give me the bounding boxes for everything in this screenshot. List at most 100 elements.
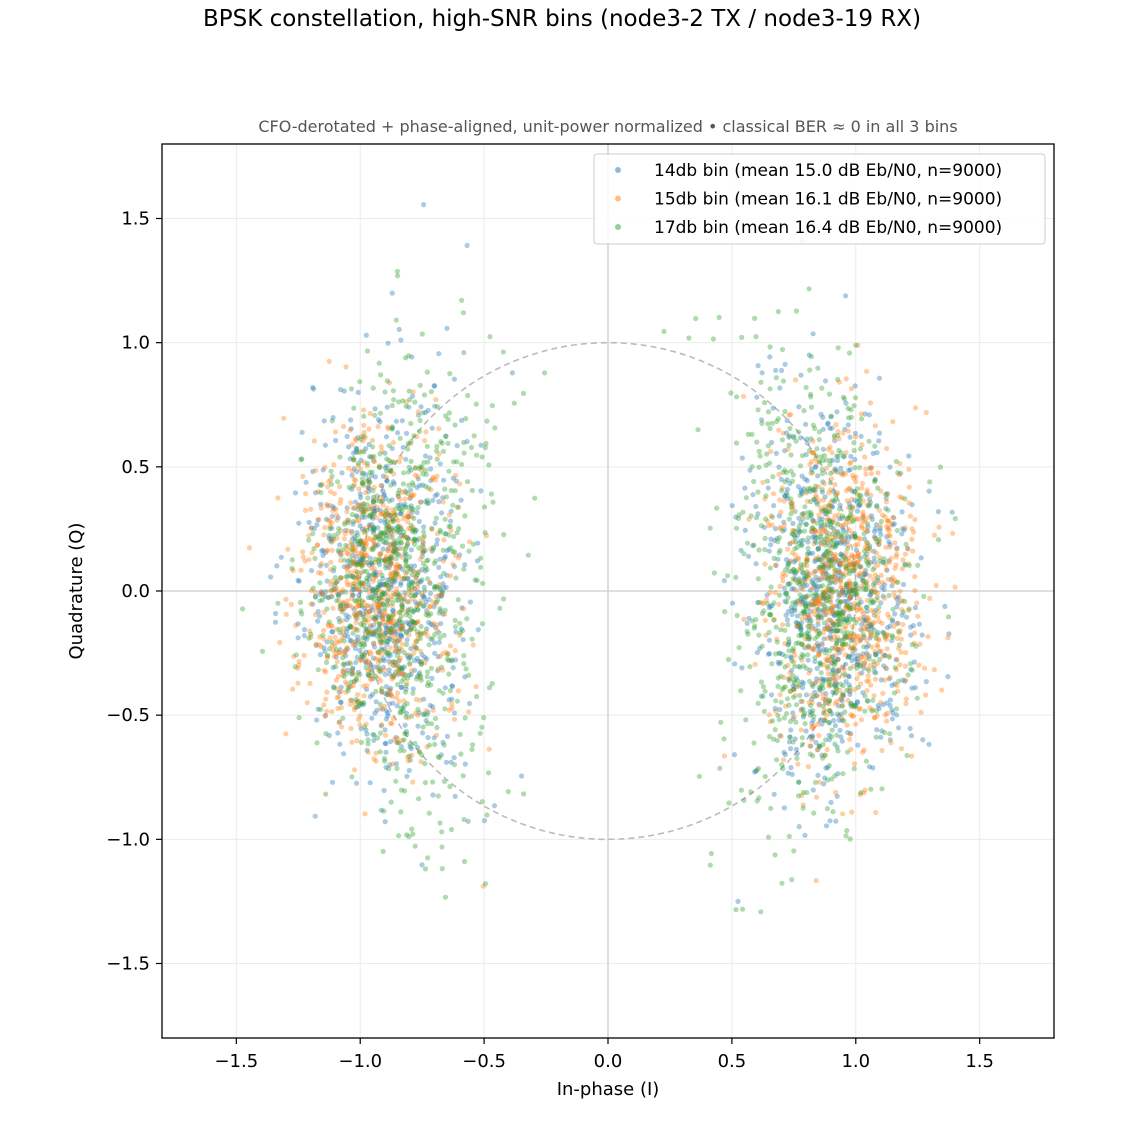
- data-point: [395, 565, 401, 571]
- data-point: [838, 711, 844, 717]
- data-point: [331, 565, 337, 571]
- data-point: [497, 605, 503, 611]
- data-point: [867, 502, 873, 508]
- data-point: [338, 688, 344, 695]
- data-point: [416, 412, 422, 418]
- data-point: [382, 646, 388, 652]
- data-point: [806, 448, 813, 454]
- y-tick-label: −0.5: [106, 705, 150, 726]
- data-point: [372, 412, 378, 418]
- data-point: [409, 572, 415, 578]
- data-point: [417, 631, 423, 638]
- data-point: [345, 633, 351, 640]
- data-point: [425, 485, 432, 491]
- data-point: [777, 497, 783, 503]
- data-point: [802, 832, 808, 838]
- data-point: [336, 616, 342, 622]
- data-point: [446, 512, 452, 518]
- data-point: [392, 592, 398, 598]
- data-point: [396, 326, 402, 332]
- data-point: [384, 592, 390, 599]
- data-point: [370, 528, 376, 534]
- data-point: [452, 793, 458, 799]
- data-point: [882, 677, 888, 683]
- data-point: [399, 684, 405, 691]
- data-point: [369, 513, 375, 520]
- data-point: [809, 696, 815, 702]
- data-point: [828, 556, 835, 562]
- data-point: [331, 491, 337, 497]
- data-point: [424, 443, 430, 449]
- data-point: [377, 608, 383, 614]
- data-point: [413, 676, 420, 682]
- data-point: [799, 685, 806, 691]
- data-point: [863, 466, 869, 472]
- data-point: [891, 515, 897, 521]
- data-point: [341, 521, 348, 527]
- data-point: [408, 467, 414, 473]
- data-point: [733, 514, 739, 520]
- data-point: [764, 478, 771, 484]
- data-point: [416, 518, 422, 525]
- data-point: [815, 614, 822, 621]
- data-point: [445, 440, 451, 446]
- data-point: [833, 789, 839, 796]
- data-point: [843, 556, 849, 562]
- data-point: [377, 749, 383, 755]
- data-point: [851, 517, 857, 523]
- data-point: [865, 673, 871, 679]
- data-point: [398, 744, 404, 750]
- data-point: [345, 465, 351, 471]
- data-point: [816, 557, 822, 563]
- data-point: [788, 655, 794, 661]
- data-point: [367, 694, 373, 700]
- data-point: [345, 688, 351, 694]
- data-point: [811, 581, 817, 587]
- data-point: [376, 621, 382, 627]
- data-point: [775, 675, 781, 681]
- data-point: [400, 566, 406, 573]
- data-point: [805, 570, 811, 576]
- data-point: [792, 571, 798, 577]
- data-point: [371, 644, 378, 650]
- data-point: [857, 555, 863, 562]
- data-point: [373, 610, 379, 616]
- data-point: [368, 604, 374, 610]
- data-point: [852, 488, 858, 494]
- data-point: [820, 710, 827, 716]
- data-point: [349, 604, 356, 611]
- data-point: [443, 433, 449, 439]
- data-point: [354, 616, 360, 622]
- data-point: [798, 585, 804, 591]
- data-point: [436, 585, 442, 591]
- data-point: [405, 469, 412, 475]
- data-point: [394, 268, 400, 274]
- data-point: [460, 773, 466, 779]
- data-point: [407, 397, 413, 403]
- data-point: [841, 608, 847, 615]
- data-point: [787, 559, 793, 565]
- data-point: [333, 664, 339, 670]
- data-point: [301, 633, 307, 639]
- data-point: [765, 834, 772, 840]
- data-point: [357, 702, 363, 708]
- data-point: [380, 656, 386, 662]
- data-point: [890, 514, 896, 521]
- data-point: [368, 651, 374, 657]
- data-point: [906, 500, 912, 506]
- data-point: [412, 527, 418, 533]
- data-point: [379, 685, 385, 692]
- data-point: [437, 606, 443, 612]
- data-point: [861, 548, 868, 554]
- data-point: [388, 560, 394, 566]
- data-point: [808, 391, 814, 397]
- data-point: [898, 470, 904, 476]
- data-point: [299, 429, 305, 435]
- data-point: [484, 812, 490, 818]
- data-point: [933, 582, 939, 589]
- data-point: [391, 397, 397, 403]
- data-point: [382, 450, 388, 456]
- data-point: [372, 556, 378, 562]
- data-point: [406, 536, 412, 542]
- data-point: [852, 465, 858, 471]
